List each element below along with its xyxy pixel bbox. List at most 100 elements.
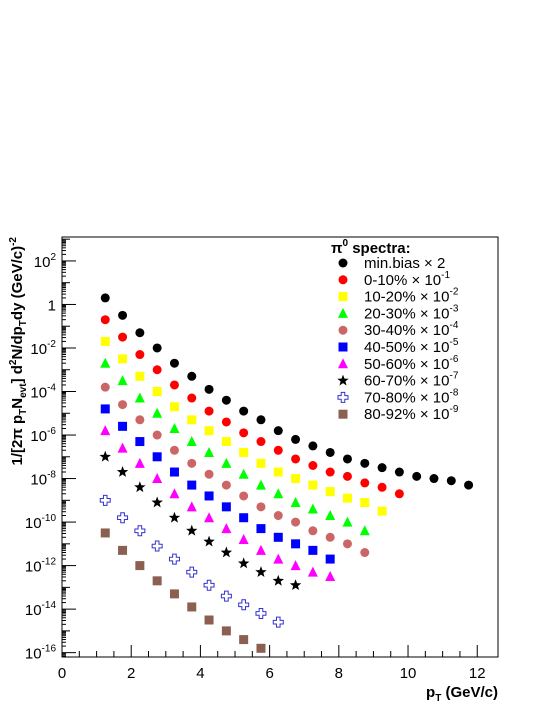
legend-entry: 30-40% × 10-4 [338,320,459,339]
legend-label: 10-20% × 10-2 [364,287,459,306]
y-axis-title-mid4: dy (GeV/c) [9,246,26,320]
legend-entry: 40-50% × 10-5 [338,337,459,356]
data-point [273,532,283,542]
legend-entry: 0-10% × 10-1 [338,270,450,289]
data-point [99,450,111,462]
data-point [221,437,231,447]
legend-entry: 50-60% × 10-6 [338,354,459,373]
data-point [187,480,197,490]
data-point [100,293,110,303]
data-point [238,468,249,479]
y-tick-base: 10 [30,341,47,358]
y-axis-title-sub3: T [18,320,29,326]
y-tick-base: 10 [30,472,47,489]
legend-marker [338,342,348,352]
series-7 [99,450,302,591]
data-point [169,589,179,599]
data-point [169,380,179,390]
data-point [291,539,301,549]
legend-label: 70-80% × 10-8 [364,387,459,406]
x-axis-title-main: p [426,684,435,701]
data-point [134,481,146,493]
legend-label-main: 20-30% × 10 [364,305,449,322]
data-point [377,482,387,492]
x-tick-label: 10 [400,665,417,682]
y-axis-title-mid2: ] d [9,365,26,383]
data-point [152,452,162,462]
data-point [100,528,110,538]
data-point [325,487,335,497]
data-point [360,497,370,507]
data-point [169,467,179,477]
data-point [116,466,129,477]
data-point [256,415,266,425]
data-point [118,332,128,342]
legend-marker [338,409,348,419]
data-point [429,474,439,484]
y-axis-title-sup1: 2 [8,359,19,365]
legend-marker [338,258,348,268]
data-point [256,643,266,653]
data-point [168,511,181,523]
data-point [360,458,370,468]
legend-label: 60-70% × 10-7 [364,371,459,390]
x-axis-title-rest: (GeV/c) [441,684,498,701]
series-9 [100,528,266,653]
data-point [118,421,128,431]
data-point [187,602,197,612]
data-point [221,523,232,534]
legend-label: 20-30% × 10-3 [364,303,459,322]
data-point [135,328,145,338]
legend-title-rest: spectra: [348,240,411,257]
y-tick-exponent: -14 [42,600,57,611]
data-point [308,526,318,536]
legend-label-exponent: -7 [449,371,458,382]
data-point [221,457,232,468]
data-point [135,415,145,425]
legend-label-exponent: -9 [449,404,458,415]
data-point [169,445,179,455]
legend-label-exponent: -4 [449,320,458,331]
legend-entry: 70-80% × 10-8 [337,387,459,406]
data-point [255,607,267,619]
data-point [186,524,198,536]
x-tick-label: 0 [58,665,66,682]
y-tick-label: 10-12 [25,557,57,576]
legend-label: 0-10% × 10-1 [364,270,450,289]
x-tick-labels: 0 2 4 6 8 10 12 [58,665,486,682]
data-point [342,539,352,549]
legend-label-main: 10-20% × 10 [364,289,449,306]
data-point [273,553,284,564]
data-point [152,576,162,586]
legend-entry: 60-70% × 10-7 [337,371,459,390]
y-tick-exponent: -10 [42,513,57,524]
legend-label: 40-50% × 10-5 [364,337,459,356]
data-point [342,516,353,527]
y-tick-label: 1 [48,297,56,314]
data-point [100,357,111,368]
data-point [290,560,301,571]
y-axis-title-sub2: evt [18,383,29,398]
y-tick-label: 102 [34,252,57,271]
data-point [134,457,145,468]
legend-label-exponent: -5 [449,337,458,348]
legend-label-main: 30-40% × 10 [364,322,449,339]
y-tick-exponent: -12 [42,557,57,568]
data-point [237,557,250,569]
data-point [308,460,318,470]
legend-label-exponent: -1 [441,270,450,281]
data-point [325,554,335,564]
data-point [360,548,370,558]
plot-frame [61,236,499,658]
legend-marker [338,275,348,285]
data-point [377,506,387,516]
series-3 [100,357,370,536]
y-tick-label: 10-4 [30,383,56,402]
legend-label-exponent: -8 [449,387,458,398]
data-point [239,635,249,645]
data-point [239,447,249,457]
data-point [239,428,249,438]
legend-label: 80-92% × 10-9 [364,404,459,423]
legend-label-exponent: -6 [449,354,458,365]
